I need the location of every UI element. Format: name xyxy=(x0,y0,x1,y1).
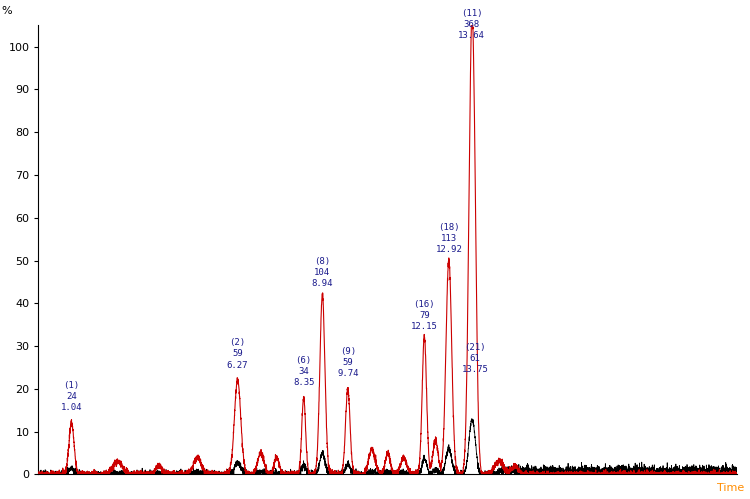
Text: (1)
24
1.04: (1) 24 1.04 xyxy=(61,381,82,412)
Y-axis label: %: % xyxy=(2,6,12,16)
Text: (16)
79
12.15: (16) 79 12.15 xyxy=(411,300,438,331)
Text: (21)
61
13.75: (21) 61 13.75 xyxy=(462,343,488,374)
Text: (2)
59
6.27: (2) 59 6.27 xyxy=(226,338,248,370)
Text: (6)
34
8.35: (6) 34 8.35 xyxy=(293,355,314,387)
Text: (11)
368
13.64: (11) 368 13.64 xyxy=(458,9,485,40)
Text: (18)
113
12.92: (18) 113 12.92 xyxy=(436,223,462,254)
Text: (9)
59
9.74: (9) 59 9.74 xyxy=(337,347,358,378)
Text: Time: Time xyxy=(717,484,744,494)
Text: (8)
104
8.94: (8) 104 8.94 xyxy=(312,257,333,288)
